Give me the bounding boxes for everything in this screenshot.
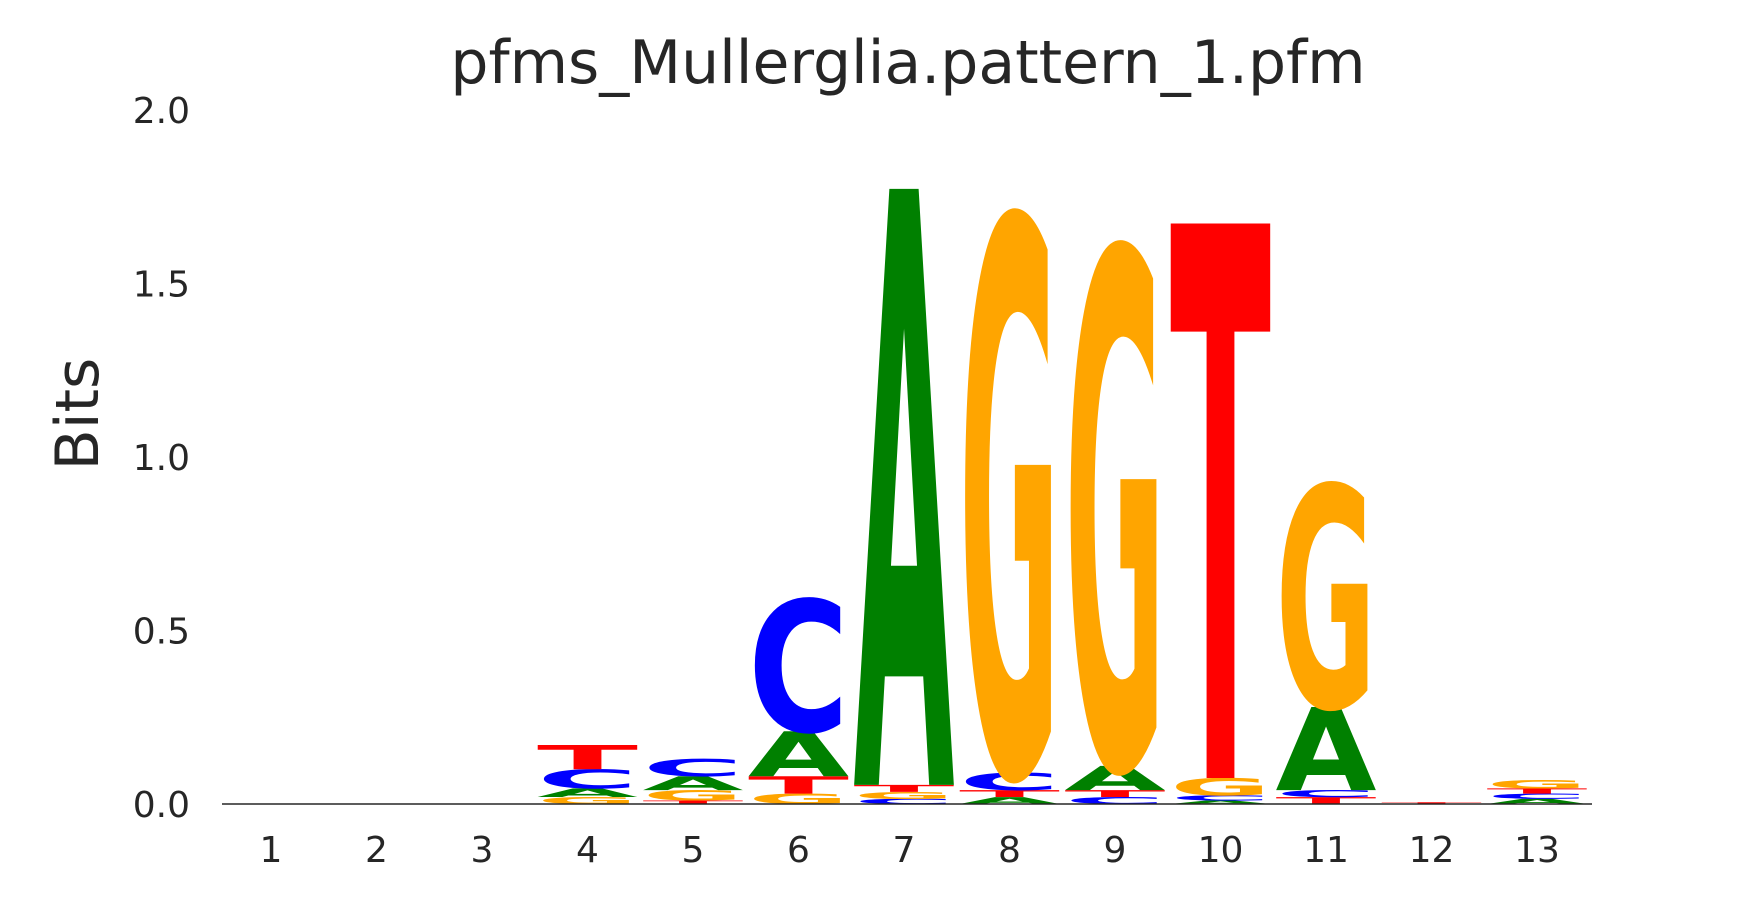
logo-letter-t: T [537, 739, 638, 778]
logo-letter-g: G [1170, 773, 1271, 801]
logo-letter-c: C [959, 768, 1060, 796]
logo-letter-t: T [643, 800, 744, 806]
y-tick-label: 1.0 [133, 438, 190, 479]
chart-title: pfms_Mullerglia.pattern_1.pfm [450, 28, 1365, 98]
x-tick-label: 6 [787, 830, 810, 871]
x-tick-label: 8 [998, 830, 1021, 871]
logo-letter-t: T [1170, 73, 1272, 900]
logo-letter-a: A [1487, 797, 1589, 805]
logo-letter-a: A [643, 772, 744, 794]
logo-letter-c: C [854, 797, 955, 805]
logo-letter-t: T [748, 772, 849, 800]
y-tick-label: 2.0 [133, 91, 190, 132]
logo-letter-a: A [1276, 684, 1377, 817]
y-axis-ticks: 0.0 0.5 1.0 1.5 2.0 [133, 91, 190, 826]
x-axis-ticks: 1 2 3 4 5 6 7 8 9 10 11 12 13 [260, 830, 1560, 871]
y-tick-label: 0.0 [133, 785, 190, 826]
x-tick-label: 11 [1303, 830, 1349, 871]
logo-letter-c: C [643, 754, 744, 782]
logo-letter-t: T [1065, 788, 1166, 799]
logo-letter-c: C [1487, 792, 1588, 800]
logo-letter-a: A [537, 786, 638, 800]
x-tick-label: 12 [1409, 830, 1455, 871]
x-tick-label: 5 [682, 830, 705, 871]
y-tick-label: 1.5 [133, 265, 190, 306]
y-tick-label: 0.5 [133, 612, 190, 653]
logo-letter-g: G [1487, 777, 1588, 791]
logo-letter-a: A [854, 28, 956, 900]
logo-letter-a: A [1065, 760, 1166, 798]
logo-letter-a: A [959, 795, 1061, 806]
logo-letter-t: T [959, 788, 1060, 799]
logo-letter-c: C [748, 564, 849, 774]
x-tick-label: 13 [1514, 830, 1560, 871]
logo-letter-g: G [854, 790, 955, 801]
x-tick-label: 7 [893, 830, 916, 871]
logo-letter-t: T [1381, 802, 1482, 805]
logo-letter-g: G [1276, 425, 1377, 779]
x-tick-label: 4 [576, 830, 599, 871]
x-tick-label: 2 [365, 830, 388, 871]
logo-letter-g: G [1065, 108, 1166, 900]
logo-letter-c: C [1065, 795, 1166, 806]
x-tick-label: 9 [1104, 830, 1127, 871]
logo-letter-c: C [1276, 788, 1377, 799]
x-tick-label: 3 [471, 830, 494, 871]
y-axis-label: Bits [43, 358, 113, 471]
logo-letter-t: T [1276, 795, 1377, 806]
x-tick-label: 10 [1198, 830, 1244, 871]
x-tick-label: 1 [260, 830, 283, 871]
logo-letter-t: T [1487, 787, 1588, 795]
logo-letter-g: G [537, 795, 638, 806]
logo-letter-g: G [959, 68, 1060, 900]
logo-letter-a: A [748, 719, 849, 791]
logo-letter-c: C [1170, 794, 1271, 802]
logo-letter-t: T [854, 783, 955, 794]
logo-letter-a: A [1170, 800, 1271, 806]
logo-letter-c: C [537, 764, 638, 794]
logo-letter-g: G [643, 787, 744, 804]
